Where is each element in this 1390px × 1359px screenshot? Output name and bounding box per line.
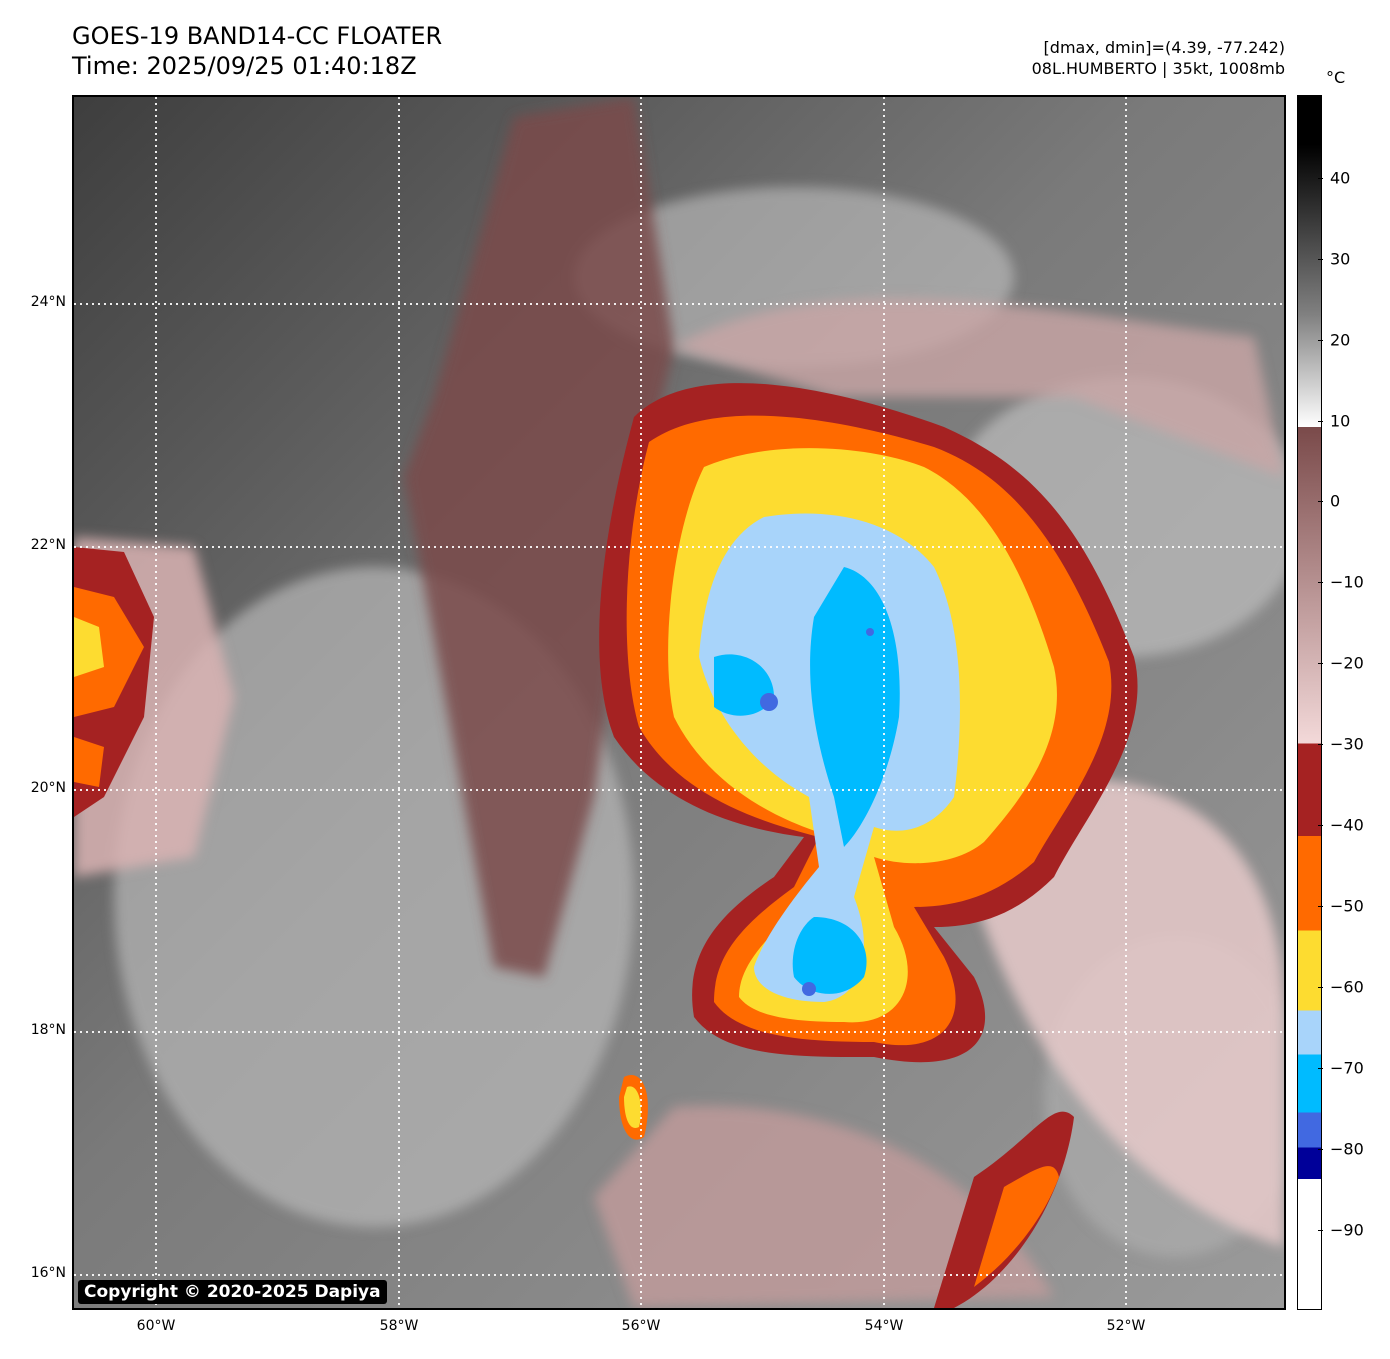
copyright-badge: Copyright © 2020-2025 Dapiya (78, 1280, 387, 1304)
colorbar-tick (1318, 744, 1323, 745)
southeast-convection (619, 1075, 1074, 1308)
colorbar-tick (1318, 501, 1323, 502)
lat-label-20n: 20°N (30, 780, 66, 796)
colorbar-tick (1318, 987, 1323, 988)
colorbar-tick (1318, 906, 1323, 907)
colorbar-tick (1318, 1149, 1323, 1150)
colorbar-label-10: 10 (1330, 411, 1351, 431)
colorbar-label-0: 0 (1330, 491, 1341, 511)
colorbar-label-minus80: −80 (1330, 1139, 1364, 1159)
colorbar-tick (1318, 582, 1323, 583)
colorbar-tick (1318, 178, 1323, 179)
lon-label-60w: 60°W (136, 1318, 176, 1334)
convective-cloud-tops (599, 383, 1138, 1063)
lon-label-58w: 58°W (379, 1318, 419, 1334)
colorbar-label-minus30: −30 (1330, 734, 1364, 754)
west-edge-convection (74, 547, 154, 817)
colorbar-label-minus40: −40 (1330, 815, 1364, 835)
colorbar-label-minus10: −10 (1330, 572, 1364, 592)
storm-info: 08L.HUMBERTO | 35kt, 1008mb (1031, 59, 1285, 78)
satellite-map: Copyright © 2020-2025 Dapiya (72, 95, 1286, 1310)
lat-label-16n: 16°N (30, 1265, 66, 1281)
lon-label-56w: 56°W (621, 1318, 661, 1334)
lat-label-22n: 22°N (30, 537, 66, 553)
lat-label-24n: 24°N (30, 294, 66, 310)
colorbar-tick (1318, 259, 1323, 260)
temperature-colorbar (1297, 95, 1322, 1310)
colorbar-label-minus20: −20 (1330, 653, 1364, 673)
colorbar-tick (1318, 421, 1323, 422)
colorbar-label-minus50: −50 (1330, 896, 1364, 916)
colorbar-unit: °C (1326, 68, 1346, 87)
map-timestamp: Time: 2025/09/25 01:40:18Z (72, 52, 417, 80)
map-title: GOES-19 BAND14-CC FLOATER (72, 22, 443, 50)
lon-label-52w: 52°W (1106, 1318, 1146, 1334)
colorbar-label-20: 20 (1330, 330, 1351, 350)
colorbar-label-minus90: −90 (1330, 1220, 1364, 1240)
dmax-dmin-readout: [dmax, dmin]=(4.39, -77.242) (1043, 38, 1285, 57)
colorbar-label-minus60: −60 (1330, 977, 1364, 997)
colorbar-tick (1318, 663, 1323, 664)
colorbar-label-30: 30 (1330, 249, 1351, 269)
lon-label-54w: 54°W (864, 1318, 904, 1334)
colorbar-tick (1318, 1068, 1323, 1069)
colorbar-label-minus70: −70 (1330, 1058, 1364, 1078)
colorbar-tick (1318, 825, 1323, 826)
map-gridlines (74, 97, 1284, 1308)
colorbar-tick (1318, 340, 1323, 341)
colorbar-label-40: 40 (1330, 168, 1351, 188)
lat-label-18n: 18°N (30, 1022, 66, 1038)
satellite-imagery (74, 97, 1284, 1308)
colorbar-tick (1318, 1230, 1323, 1231)
